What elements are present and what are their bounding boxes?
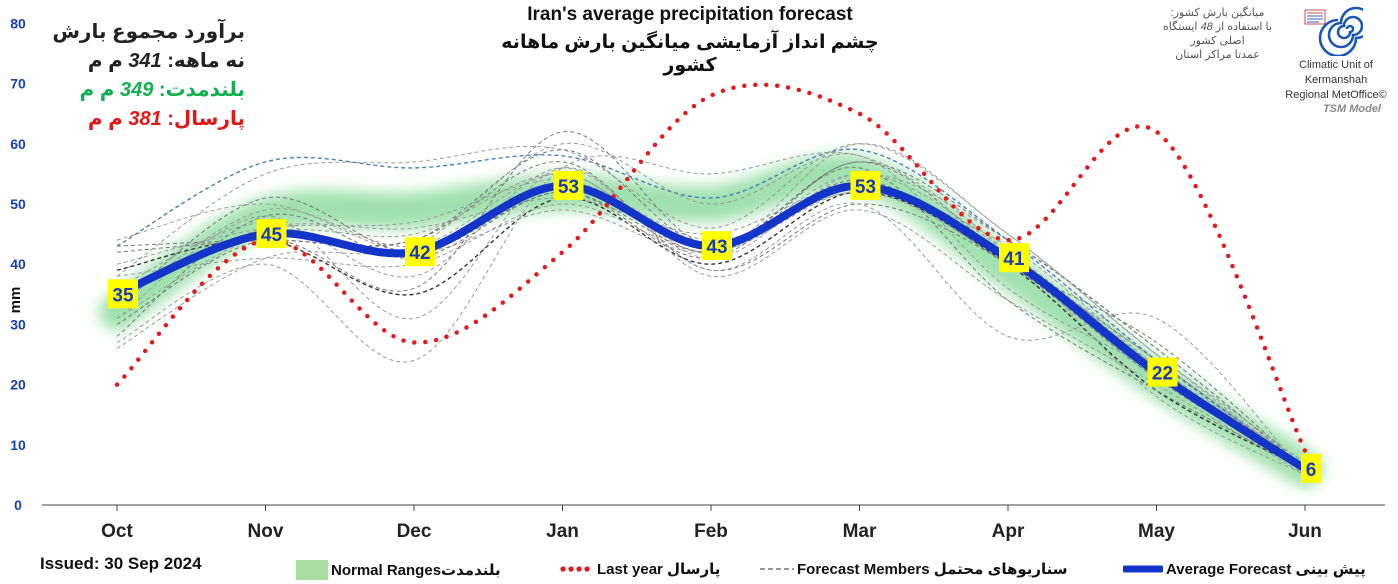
forecast-member-line bbox=[116, 167, 1306, 476]
data-label: 41 bbox=[1003, 249, 1025, 270]
legend-average-swatch bbox=[1123, 565, 1163, 573]
source-note-line1: میانگین بارش کشور: bbox=[1170, 7, 1265, 19]
stat-nine-month: نه ماهه: 341 م م bbox=[55, 47, 245, 76]
y-tick-label: 80 bbox=[10, 15, 26, 31]
chart-axes: Oct Nov Dec Jan Feb Mar Apr May Jun 0 10 20 30 40 50 60… bbox=[7, 15, 1385, 542]
stat-nine-month-label: نه ماهه: bbox=[167, 50, 245, 72]
normal-range-band bbox=[98, 153, 1324, 487]
y-axis-label: mm bbox=[7, 287, 24, 314]
stat-unit: م م bbox=[79, 79, 115, 101]
chart-title-en: Iran's average precipitation forecast bbox=[527, 4, 853, 25]
data-label: 45 bbox=[261, 225, 283, 246]
legend-normal-label: Normal Rangesبلندمدت bbox=[331, 562, 501, 579]
forecast-member-line bbox=[116, 185, 1306, 470]
stat-lastyear: پارسال: 381 م م bbox=[55, 105, 245, 134]
y-tick-label: 30 bbox=[10, 316, 26, 332]
data-label-box bbox=[108, 279, 138, 309]
x-tick-label: Mar bbox=[843, 521, 877, 542]
x-tick-label: Jun bbox=[1288, 521, 1322, 542]
stat-unit: م م bbox=[87, 108, 123, 130]
y-tick-label: 60 bbox=[10, 136, 26, 152]
org-name-line1: Climatic Unit of bbox=[1299, 59, 1373, 71]
stat-lastyear-value: 381 bbox=[128, 108, 162, 130]
stat-longterm-value: 349 bbox=[119, 79, 154, 101]
stat-nine-month-value: 341 bbox=[128, 50, 162, 72]
forecast-members bbox=[116, 131, 1306, 476]
org-name: Climatic Unit of Kermanshah Regional Met… bbox=[1282, 58, 1390, 103]
x-tick-label: Apr bbox=[992, 521, 1025, 542]
data-label-box bbox=[850, 170, 881, 200]
average-forecast-series bbox=[113, 181, 1309, 473]
normal-range-band-path bbox=[98, 153, 1324, 487]
x-tick-label: Nov bbox=[248, 521, 284, 542]
data-label: 42 bbox=[409, 243, 430, 264]
legend-members: Forecast Members سناریوهای محتمل bbox=[760, 560, 1068, 582]
source-note-line4: عمدتا مراکز استان bbox=[1175, 49, 1260, 61]
y-tick-label: 40 bbox=[10, 256, 26, 272]
chart-title-fa: چشم انداز آزمایشی میانگین بارش ماهانه کش… bbox=[501, 32, 879, 76]
data-label-box bbox=[1147, 357, 1178, 387]
forecast-member-line bbox=[116, 143, 1306, 464]
source-note: میانگین بارش کشور: با استفاده از 48 ایست… bbox=[1150, 6, 1285, 62]
y-tick-label: 70 bbox=[10, 76, 26, 92]
legend-normal: Normal Rangesبلندمدت bbox=[296, 560, 501, 582]
data-label-box bbox=[553, 170, 584, 200]
source-note-line3: اصلی کشور bbox=[1190, 35, 1245, 47]
stat-unit: م م bbox=[87, 50, 123, 72]
stats-box: برآورد مجموع بارش نه ماهه: 341 م م بلندم… bbox=[52, 18, 245, 134]
y-tick-label: 10 bbox=[10, 437, 26, 453]
org-name-line3: Regional MetOffice© bbox=[1285, 89, 1387, 101]
x-tick-label: May bbox=[1138, 521, 1175, 542]
data-label: 6 bbox=[1306, 460, 1317, 481]
data-label-box bbox=[256, 219, 287, 249]
forecast-member-line bbox=[116, 167, 1306, 476]
data-label-box bbox=[999, 243, 1029, 273]
x-tick-label: Dec bbox=[397, 521, 432, 542]
legend-members-label: Forecast Members سناریوهای محتمل bbox=[797, 561, 1068, 579]
data-label: 22 bbox=[1152, 364, 1173, 385]
legend-members-swatch bbox=[760, 568, 794, 570]
legend-normal-swatch bbox=[296, 560, 328, 580]
data-label-box bbox=[702, 231, 732, 261]
issued-date: Issued: 30 Sep 2024 bbox=[40, 554, 202, 573]
forecast-member-line bbox=[116, 179, 1306, 470]
org-name-line2: Kermanshah bbox=[1304, 74, 1368, 86]
y-tick-label: 20 bbox=[10, 377, 26, 393]
spiral-logo-icon bbox=[1304, 6, 1363, 56]
data-label: 53 bbox=[558, 177, 579, 198]
source-note-text: با استفاده از bbox=[1215, 21, 1272, 33]
data-label: 43 bbox=[706, 237, 727, 258]
y-tick-label: 0 bbox=[14, 497, 22, 513]
stat-longterm-label: بلندمدت: bbox=[158, 79, 245, 101]
stat-total-label: برآورد مجموع بارش bbox=[52, 21, 245, 43]
stat-longterm: بلندمدت: 349 م م bbox=[55, 76, 245, 105]
data-labels: 35 45 42 53 43 53 41 22 6 bbox=[108, 170, 1321, 483]
stat-lastyear-label: پارسال: bbox=[167, 108, 245, 130]
last-year-line bbox=[114, 82, 1308, 454]
average-forecast-line bbox=[113, 181, 1309, 473]
x-tick-label: Jan bbox=[546, 521, 579, 542]
forecast-member-line bbox=[116, 142, 1306, 470]
forecast-member-line bbox=[116, 148, 1306, 470]
data-label-box bbox=[1301, 453, 1321, 483]
legend-last-year-label: Last year پارسال bbox=[597, 561, 721, 579]
model-name: TSM Model bbox=[1322, 103, 1381, 115]
legend-last-year: Last year پارسال bbox=[560, 560, 720, 582]
data-label-box bbox=[405, 237, 435, 267]
source-note-line2: با استفاده از 48 ایستگاه bbox=[1150, 20, 1285, 34]
last-year-series bbox=[114, 82, 1308, 454]
source-note-text: ایستگاه bbox=[1163, 21, 1198, 33]
y-tick-label: 50 bbox=[10, 196, 26, 212]
legend-last-year-swatch bbox=[560, 566, 590, 572]
data-label: 35 bbox=[112, 285, 134, 306]
x-tick-label: Feb bbox=[694, 521, 728, 542]
legend-average-label: Average Forecast پیش بینی bbox=[1166, 561, 1366, 579]
x-tick-label: Oct bbox=[101, 521, 133, 542]
data-label: 53 bbox=[855, 177, 876, 198]
legend-average: Average Forecast پیش بینی bbox=[1123, 560, 1366, 582]
forecast-member-line bbox=[116, 131, 1306, 470]
source-note-count: 48 bbox=[1200, 21, 1213, 33]
